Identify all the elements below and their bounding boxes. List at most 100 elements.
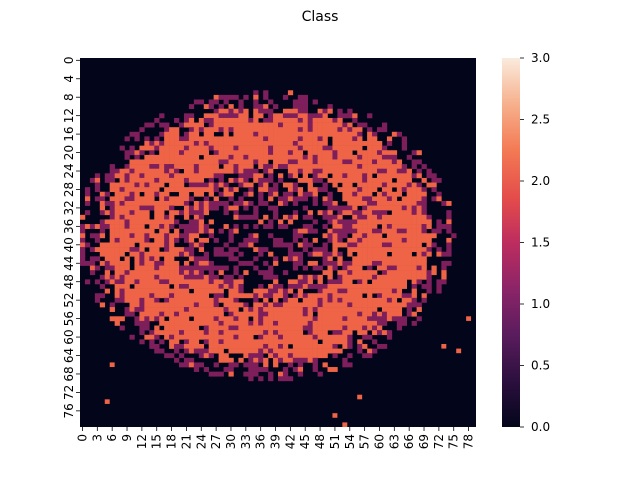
heatmap-cell: [317, 187, 323, 193]
heatmap-cell: [159, 177, 165, 183]
heatmap-cell: [396, 214, 403, 220]
heatmap-cell: [268, 316, 274, 322]
heatmap-cell: [317, 320, 323, 326]
heatmap-cell: [282, 145, 289, 151]
heatmap-cell: [193, 136, 200, 142]
heatmap-cell: [431, 242, 437, 248]
heatmap-cell: [188, 330, 195, 336]
heatmap-cell: [367, 127, 373, 133]
heatmap-cell: [347, 343, 353, 349]
heatmap-cell: [183, 251, 190, 257]
heatmap-cell: [114, 187, 120, 193]
heatmap-cell: [144, 311, 150, 317]
heatmap-cell: [243, 168, 249, 174]
heatmap-cell: [297, 274, 304, 280]
heatmap-cell: [233, 200, 239, 206]
heatmap-cell: [337, 219, 343, 225]
heatmap-cell: [154, 265, 160, 271]
heatmap-cell: [258, 367, 264, 372]
heatmap-cell: [139, 219, 145, 225]
heatmap-cell: [188, 242, 195, 248]
heatmap-cell: [322, 141, 328, 146]
heatmap-cell: [144, 210, 150, 216]
heatmap-cell: [114, 265, 120, 271]
heatmap-cell: [273, 302, 279, 308]
heatmap-cell: [401, 196, 407, 202]
heatmap-cell: [312, 334, 318, 340]
x-tick-label: 48: [313, 434, 327, 449]
heatmap-cell: [174, 316, 180, 322]
heatmap-cell: [292, 343, 299, 349]
heatmap-cell: [282, 214, 289, 220]
heatmap-cell: [193, 362, 200, 368]
heatmap-cell: [208, 233, 214, 239]
heatmap-cell: [208, 182, 214, 188]
heatmap-cell: [154, 325, 160, 331]
heatmap-cell: [317, 348, 323, 354]
heatmap-cell: [183, 113, 190, 119]
heatmap-cell: [401, 302, 407, 308]
heatmap-cell: [367, 224, 373, 229]
heatmap-cell: [263, 297, 269, 303]
heatmap-cell: [391, 173, 398, 179]
heatmap-cell: [129, 187, 135, 193]
heatmap-cell: [134, 237, 140, 243]
heatmap-cell: [327, 237, 333, 243]
heatmap-cell: [139, 159, 145, 165]
heatmap-cell: [109, 200, 115, 206]
heatmap-cell: [208, 117, 214, 123]
heatmap-cell: [159, 200, 165, 206]
heatmap-cell: [104, 265, 110, 271]
heatmap-cell: [302, 159, 308, 165]
heatmap-cell: [431, 173, 437, 179]
heatmap-cell: [174, 279, 180, 285]
heatmap-cell: [391, 168, 398, 174]
heatmap-cell: [248, 117, 254, 123]
heatmap-cell: [243, 311, 249, 317]
heatmap-cell: [164, 260, 170, 266]
heatmap-cell: [134, 297, 140, 303]
heatmap-cell: [297, 127, 304, 133]
heatmap-cell: [292, 141, 299, 146]
heatmap-cell: [149, 311, 155, 317]
heatmap-cell: [238, 274, 244, 280]
heatmap-cell: [144, 154, 150, 160]
heatmap-cell: [401, 210, 407, 216]
heatmap-cell: [278, 307, 284, 312]
heatmap-cell: [312, 357, 318, 363]
heatmap-cell: [372, 279, 378, 285]
heatmap-cell: [238, 339, 244, 345]
heatmap-cell: [159, 168, 165, 174]
heatmap-cell: [268, 108, 274, 114]
heatmap-cell: [228, 237, 234, 243]
heatmap-cell: [149, 307, 155, 312]
heatmap-cell: [362, 247, 368, 253]
heatmap-cell: [228, 233, 234, 239]
heatmap-cell: [332, 237, 338, 243]
heatmap-cell: [154, 200, 160, 206]
heatmap-cell: [297, 293, 304, 299]
heatmap-cell: [164, 233, 170, 239]
heatmap-cell: [179, 247, 185, 253]
heatmap-cell: [436, 177, 442, 183]
heatmap-cell: [342, 233, 348, 239]
heatmap-cell: [372, 141, 378, 146]
heatmap-cell: [169, 210, 175, 216]
heatmap-cell: [367, 196, 373, 202]
heatmap-cell: [312, 367, 318, 372]
heatmap-cell: [297, 196, 304, 202]
heatmap-cell: [179, 136, 185, 142]
heatmap-cell: [109, 279, 115, 285]
heatmap-cell: [139, 228, 145, 234]
heatmap-cell: [302, 316, 308, 322]
heatmap-cell: [292, 325, 299, 331]
heatmap-cell: [198, 284, 205, 289]
heatmap-cell: [164, 173, 170, 179]
heatmap-cell: [208, 200, 214, 206]
heatmap-cell: [154, 270, 160, 276]
heatmap-cell: [144, 274, 150, 280]
heatmap-cell: [297, 367, 304, 372]
heatmap-cell: [253, 256, 259, 262]
heatmap-cell: [124, 177, 130, 183]
heatmap-cell: [263, 154, 269, 160]
